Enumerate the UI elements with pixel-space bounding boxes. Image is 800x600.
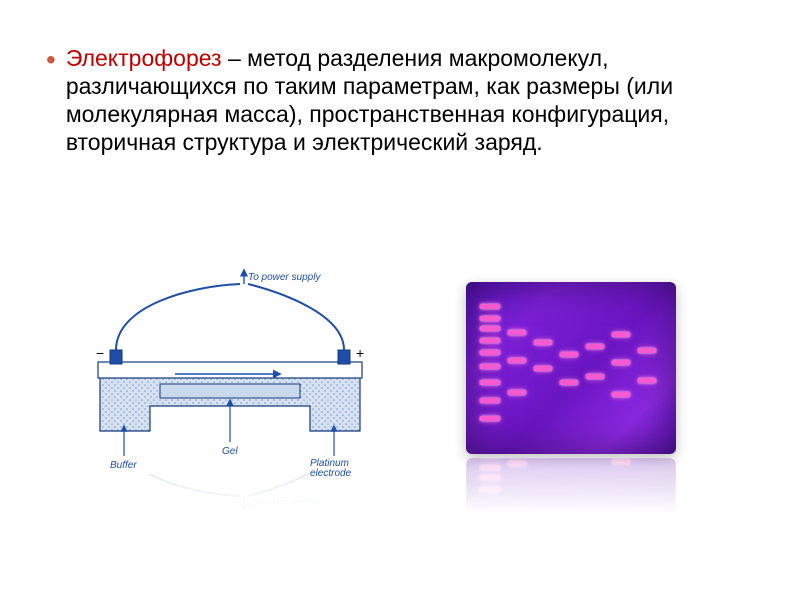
bullet-icon: •	[46, 46, 56, 74]
gel-photo	[466, 282, 676, 454]
svg-text:Gel: Gel	[222, 446, 238, 457]
electrophoresis-diagram: −+To power supplyBufferGelPlatinumelectr…	[80, 266, 380, 514]
svg-text:Buffer: Buffer	[110, 460, 137, 471]
definition-text: Электрофорез – метод разделения макромол…	[66, 44, 746, 156]
slide: • Электрофорез – метод разделения макром…	[0, 0, 800, 600]
gel-image	[466, 282, 676, 514]
diagram-reflection: −+To power supplyBufferGelPlatinumelectr…	[80, 474, 380, 514]
svg-text:To power supply: To power supply	[248, 497, 321, 508]
gel-reflection	[466, 458, 676, 514]
definition-block: • Электрофорез – метод разделения макром…	[46, 44, 746, 156]
svg-text:To power supply: To power supply	[248, 272, 321, 283]
svg-text:−: −	[96, 345, 104, 361]
svg-text:+: +	[356, 345, 364, 361]
term: Электрофорез	[66, 45, 222, 71]
